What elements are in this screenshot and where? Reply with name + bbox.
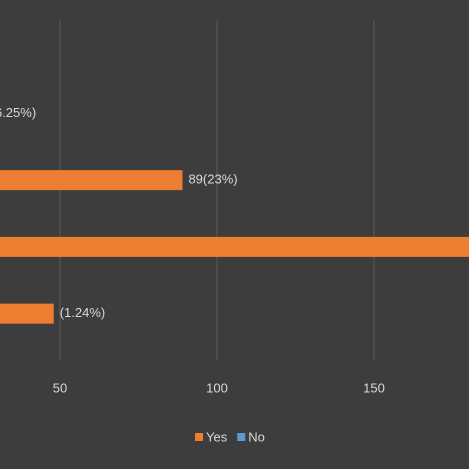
x-tick-label: 100: [206, 380, 228, 395]
data-label: 89(23%): [188, 172, 237, 187]
legend-swatch: [237, 433, 246, 441]
data-label: (1.24%): [60, 305, 106, 320]
bar: [0, 236, 469, 257]
legend-label: No: [248, 429, 265, 444]
bar: [0, 170, 183, 191]
legend-swatch: [195, 433, 203, 441]
data-label: (6.25%): [0, 105, 36, 120]
x-tick-label: 50: [53, 380, 67, 395]
x-tick-label: 150: [363, 380, 385, 395]
legend-label: Yes: [206, 429, 228, 444]
bar: [0, 303, 54, 324]
